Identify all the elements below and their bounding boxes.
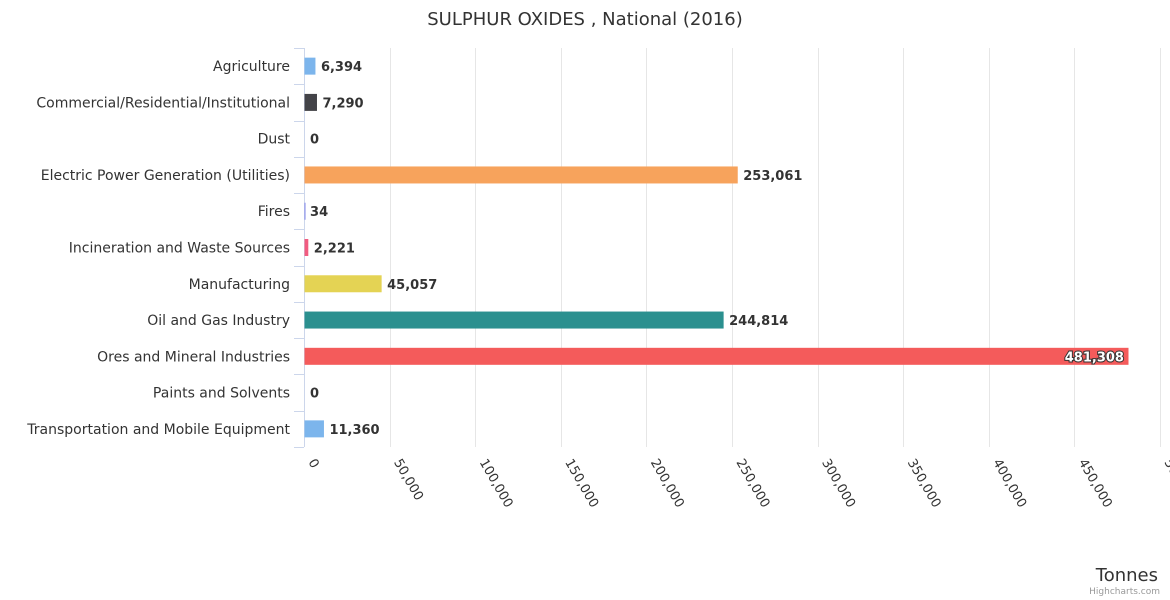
category-label: Manufacturing: [189, 277, 290, 293]
bar[interactable]: [304, 420, 324, 438]
chart-title: SULPHUR OXIDES , National (2016): [427, 9, 742, 30]
data-label: 253,061: [743, 169, 802, 184]
bar[interactable]: [304, 311, 724, 329]
data-label: 0: [310, 387, 319, 402]
category-label: Dust: [258, 132, 291, 148]
data-label: 0: [310, 133, 319, 148]
data-label: 2,221: [314, 242, 355, 257]
data-label: 45,057: [387, 278, 437, 293]
x-tick-label: 350,000: [904, 457, 944, 511]
bar[interactable]: [304, 347, 1129, 365]
bar[interactable]: [304, 93, 317, 111]
credits-link[interactable]: Highcharts.com: [1089, 587, 1160, 597]
data-label: 11,360: [329, 423, 379, 438]
bar[interactable]: [304, 239, 309, 256]
category-label: Incineration and Waste Sources: [69, 241, 290, 257]
data-label: 244,814: [729, 314, 788, 329]
x-tick-label: 50,000: [390, 457, 426, 504]
category-label: Ores and Mineral Industries: [97, 349, 290, 365]
category-label: Commercial/Residential/Institutional: [36, 95, 290, 111]
x-tick-label: 100,000: [476, 457, 516, 511]
axis-tick-labels: 0 50,000 100,000 150,000 200,000 250,000 300,0…: [305, 457, 1170, 511]
grid-lines: [294, 48, 1161, 448]
x-tick-label: 400,000: [989, 457, 1029, 511]
category-labels: Agriculture Commercial/Residential/Instit…: [26, 59, 290, 438]
data-label: 7,290: [322, 96, 363, 111]
category-label: Electric Power Generation (Utilities): [41, 168, 290, 184]
x-tick-label: 200,000: [647, 457, 687, 511]
bar-series: [304, 57, 1129, 438]
data-label: 6,394: [321, 60, 362, 75]
bar[interactable]: [304, 275, 382, 293]
value-axis-title: Tonnes: [1095, 565, 1158, 586]
data-label: 34: [310, 205, 328, 220]
x-tick-label: 250,000: [733, 457, 773, 511]
bar[interactable]: [304, 57, 316, 75]
category-label: Transportation and Mobile Equipment: [26, 422, 290, 438]
category-label: Paints and Solvents: [153, 386, 290, 402]
x-tick-label: 150,000: [561, 457, 601, 511]
x-tick-label: 300,000: [818, 457, 858, 511]
x-tick-label: 500,000: [1161, 457, 1170, 511]
x-tick-label: 450,000: [1075, 457, 1115, 511]
category-label: Fires: [258, 204, 290, 220]
category-label: Oil and Gas Industry: [147, 313, 290, 329]
bar[interactable]: [304, 202, 306, 220]
category-label: Agriculture: [213, 59, 290, 75]
bar[interactable]: [304, 166, 738, 184]
x-tick-label: 0: [305, 457, 322, 472]
data-label: 481,308: [1065, 350, 1124, 365]
data-labels: 6,394 7,290 0 253,061 34 2,221 45,057 244,814 48…: [310, 60, 1125, 438]
